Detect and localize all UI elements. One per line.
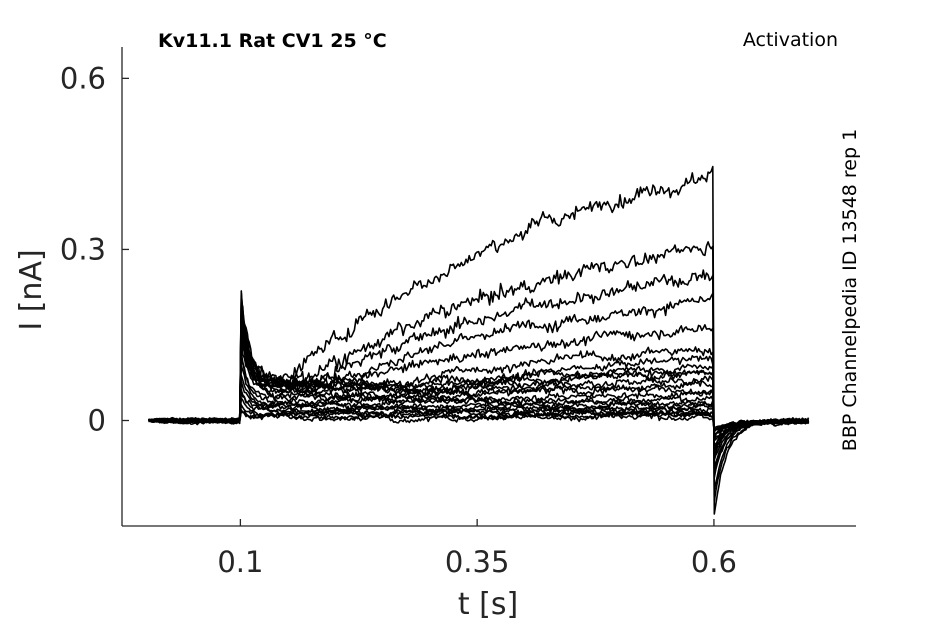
y-tick-label: 0 (88, 404, 106, 438)
current-trace-line (148, 352, 809, 442)
current-trace-line (148, 269, 809, 492)
current-trace-line (148, 397, 809, 429)
axes-group (121, 47, 856, 527)
current-trace-line (148, 389, 810, 433)
y-tick-label: 0.3 (60, 232, 106, 266)
traces-group (147, 165, 810, 515)
current-trace-line (148, 374, 810, 438)
y-axis-title: I [nA] (14, 249, 49, 330)
current-trace-line (148, 388, 810, 433)
side-label: BBP Channelpedia ID 13548 rep 1 (839, 129, 861, 451)
chart-subtitle: Activation (743, 29, 838, 51)
x-tick-label: 0.1 (217, 545, 263, 579)
current-trace-line (148, 331, 809, 451)
current-trace-line (147, 353, 809, 442)
current-trace-line (148, 313, 810, 461)
current-trace-line (148, 241, 810, 503)
current-trace-line (148, 165, 810, 515)
chart-title: Kv11.1 Rat CV1 25 °C (158, 30, 387, 52)
y-tick-label: 0.6 (60, 61, 106, 95)
ticks-group: 0.1 0.35 0.6 0 0.3 0.6 (60, 61, 737, 579)
x-axis-title: t [s] (458, 587, 518, 622)
x-tick-label: 0.35 (445, 545, 510, 579)
current-trace-line (148, 409, 810, 431)
x-tick-label: 0.6 (691, 545, 737, 579)
